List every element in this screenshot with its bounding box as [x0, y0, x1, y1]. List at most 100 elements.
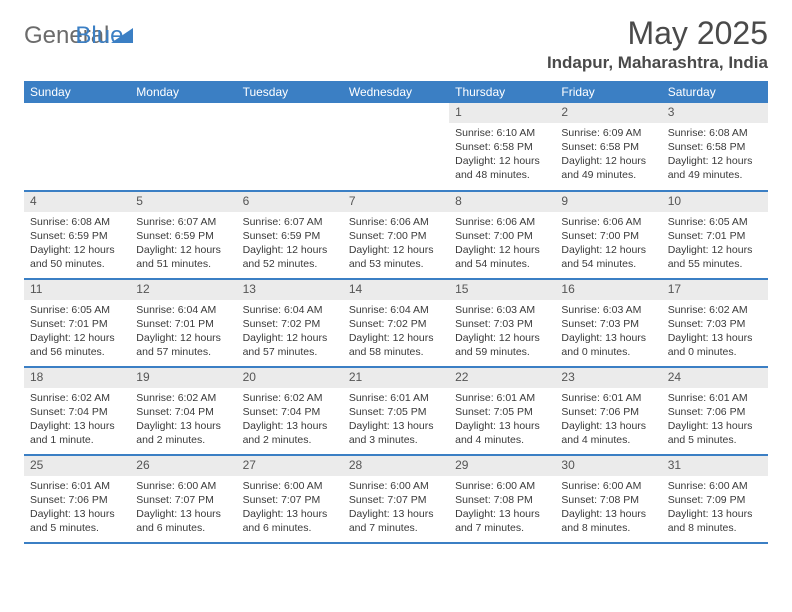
sunset-line: Sunset: 7:03 PM [668, 317, 762, 331]
daylight-line: Daylight: 13 hours and 5 minutes. [30, 507, 124, 535]
daylight-line: Daylight: 12 hours and 55 minutes. [668, 243, 762, 271]
day-number: 24 [662, 368, 768, 388]
calendar-cell: 24Sunrise: 6:01 AMSunset: 7:06 PMDayligh… [662, 367, 768, 455]
sunrise-line: Sunrise: 6:05 AM [30, 303, 124, 317]
day-number: 21 [343, 368, 449, 388]
sunset-line: Sunset: 7:05 PM [349, 405, 443, 419]
daylight-line: Daylight: 13 hours and 1 minute. [30, 419, 124, 447]
daylight-line: Daylight: 12 hours and 54 minutes. [455, 243, 549, 271]
daylight-line: Daylight: 12 hours and 51 minutes. [136, 243, 230, 271]
calendar-row: 25Sunrise: 6:01 AMSunset: 7:06 PMDayligh… [24, 455, 768, 543]
sunset-line: Sunset: 7:06 PM [30, 493, 124, 507]
day-details: Sunrise: 6:04 AMSunset: 7:02 PMDaylight:… [343, 300, 449, 364]
calendar-cell: 9Sunrise: 6:06 AMSunset: 7:00 PMDaylight… [555, 191, 661, 279]
calendar-row: 11Sunrise: 6:05 AMSunset: 7:01 PMDayligh… [24, 279, 768, 367]
day-number: 31 [662, 456, 768, 476]
sunset-line: Sunset: 7:03 PM [455, 317, 549, 331]
sunset-line: Sunset: 7:06 PM [668, 405, 762, 419]
calendar-cell: 16Sunrise: 6:03 AMSunset: 7:03 PMDayligh… [555, 279, 661, 367]
day-details: Sunrise: 6:05 AMSunset: 7:01 PMDaylight:… [662, 212, 768, 276]
daylight-line: Daylight: 12 hours and 59 minutes. [455, 331, 549, 359]
calendar-cell: 22Sunrise: 6:01 AMSunset: 7:05 PMDayligh… [449, 367, 555, 455]
sunrise-line: Sunrise: 6:07 AM [136, 215, 230, 229]
calendar-table: Sunday Monday Tuesday Wednesday Thursday… [24, 81, 768, 544]
sunrise-line: Sunrise: 6:06 AM [349, 215, 443, 229]
sunrise-line: Sunrise: 6:01 AM [349, 391, 443, 405]
daylight-line: Daylight: 13 hours and 3 minutes. [349, 419, 443, 447]
daylight-line: Daylight: 13 hours and 4 minutes. [455, 419, 549, 447]
day-details: Sunrise: 6:01 AMSunset: 7:06 PMDaylight:… [662, 388, 768, 452]
sunrise-line: Sunrise: 6:08 AM [668, 126, 762, 140]
calendar-cell [130, 103, 236, 191]
day-details: Sunrise: 6:06 AMSunset: 7:00 PMDaylight:… [449, 212, 555, 276]
daylight-line: Daylight: 13 hours and 5 minutes. [668, 419, 762, 447]
calendar-cell: 31Sunrise: 6:00 AMSunset: 7:09 PMDayligh… [662, 455, 768, 543]
day-header-wed: Wednesday [343, 81, 449, 103]
day-details: Sunrise: 6:04 AMSunset: 7:02 PMDaylight:… [237, 300, 343, 364]
day-number: 23 [555, 368, 661, 388]
day-number: 3 [662, 103, 768, 123]
sunset-line: Sunset: 7:02 PM [243, 317, 337, 331]
calendar-cell: 21Sunrise: 6:01 AMSunset: 7:05 PMDayligh… [343, 367, 449, 455]
calendar-cell: 25Sunrise: 6:01 AMSunset: 7:06 PMDayligh… [24, 455, 130, 543]
calendar-cell: 30Sunrise: 6:00 AMSunset: 7:08 PMDayligh… [555, 455, 661, 543]
sunrise-line: Sunrise: 6:00 AM [668, 479, 762, 493]
sunset-line: Sunset: 7:00 PM [455, 229, 549, 243]
sunrise-line: Sunrise: 6:02 AM [668, 303, 762, 317]
sunset-line: Sunset: 6:59 PM [30, 229, 124, 243]
day-details: Sunrise: 6:08 AMSunset: 6:58 PMDaylight:… [662, 123, 768, 187]
day-details: Sunrise: 6:00 AMSunset: 7:08 PMDaylight:… [555, 476, 661, 540]
calendar-cell: 4Sunrise: 6:08 AMSunset: 6:59 PMDaylight… [24, 191, 130, 279]
daylight-line: Daylight: 12 hours and 56 minutes. [30, 331, 124, 359]
day-details: Sunrise: 6:08 AMSunset: 6:59 PMDaylight:… [24, 212, 130, 276]
day-number: 30 [555, 456, 661, 476]
calendar-cell: 13Sunrise: 6:04 AMSunset: 7:02 PMDayligh… [237, 279, 343, 367]
sunrise-line: Sunrise: 6:00 AM [349, 479, 443, 493]
sunset-line: Sunset: 6:58 PM [668, 140, 762, 154]
day-details: Sunrise: 6:02 AMSunset: 7:04 PMDaylight:… [130, 388, 236, 452]
day-number: 14 [343, 280, 449, 300]
calendar-cell [343, 103, 449, 191]
sunset-line: Sunset: 7:06 PM [561, 405, 655, 419]
day-number: 11 [24, 280, 130, 300]
day-number: 28 [343, 456, 449, 476]
daylight-line: Daylight: 12 hours and 48 minutes. [455, 154, 549, 182]
sunset-line: Sunset: 6:58 PM [561, 140, 655, 154]
sunset-line: Sunset: 6:59 PM [136, 229, 230, 243]
daylight-line: Daylight: 12 hours and 57 minutes. [243, 331, 337, 359]
day-details: Sunrise: 6:01 AMSunset: 7:05 PMDaylight:… [343, 388, 449, 452]
day-header-fri: Friday [555, 81, 661, 103]
day-details: Sunrise: 6:03 AMSunset: 7:03 PMDaylight:… [449, 300, 555, 364]
day-number: 5 [130, 192, 236, 212]
calendar-cell: 18Sunrise: 6:02 AMSunset: 7:04 PMDayligh… [24, 367, 130, 455]
sunrise-line: Sunrise: 6:04 AM [136, 303, 230, 317]
calendar-cell: 11Sunrise: 6:05 AMSunset: 7:01 PMDayligh… [24, 279, 130, 367]
calendar-row: 1Sunrise: 6:10 AMSunset: 6:58 PMDaylight… [24, 103, 768, 191]
day-number: 2 [555, 103, 661, 123]
calendar-cell: 8Sunrise: 6:06 AMSunset: 7:00 PMDaylight… [449, 191, 555, 279]
day-header-sun: Sunday [24, 81, 130, 103]
sunrise-line: Sunrise: 6:02 AM [136, 391, 230, 405]
calendar-cell: 5 Sunrise: 6:07 AMSunset: 6:59 PMDaylight… [130, 191, 236, 279]
daylight-line: Daylight: 13 hours and 2 minutes. [136, 419, 230, 447]
day-number: 13 [237, 280, 343, 300]
sunset-line: Sunset: 7:08 PM [561, 493, 655, 507]
day-number: 6 [237, 192, 343, 212]
sunset-line: Sunset: 7:02 PM [349, 317, 443, 331]
daylight-line: Daylight: 13 hours and 0 minutes. [668, 331, 762, 359]
day-number: 16 [555, 280, 661, 300]
day-details: Sunrise: 6:02 AMSunset: 7:03 PMDaylight:… [662, 300, 768, 364]
day-details: Sunrise: 6:00 AMSunset: 7:07 PMDaylight:… [237, 476, 343, 540]
calendar-body: 1Sunrise: 6:10 AMSunset: 6:58 PMDaylight… [24, 103, 768, 543]
sunset-line: Sunset: 7:09 PM [668, 493, 762, 507]
day-number: 29 [449, 456, 555, 476]
sunset-line: Sunset: 7:04 PM [30, 405, 124, 419]
daylight-line: Daylight: 13 hours and 6 minutes. [243, 507, 337, 535]
day-number: 4 [24, 192, 130, 212]
day-number: 26 [130, 456, 236, 476]
day-details: Sunrise: 6:00 AMSunset: 7:07 PMDaylight:… [343, 476, 449, 540]
calendar-cell: 27Sunrise: 6:00 AMSunset: 7:07 PMDayligh… [237, 455, 343, 543]
day-details: Sunrise: 6:05 AMSunset: 7:01 PMDaylight:… [24, 300, 130, 364]
daylight-line: Daylight: 13 hours and 6 minutes. [136, 507, 230, 535]
sunset-line: Sunset: 7:07 PM [243, 493, 337, 507]
